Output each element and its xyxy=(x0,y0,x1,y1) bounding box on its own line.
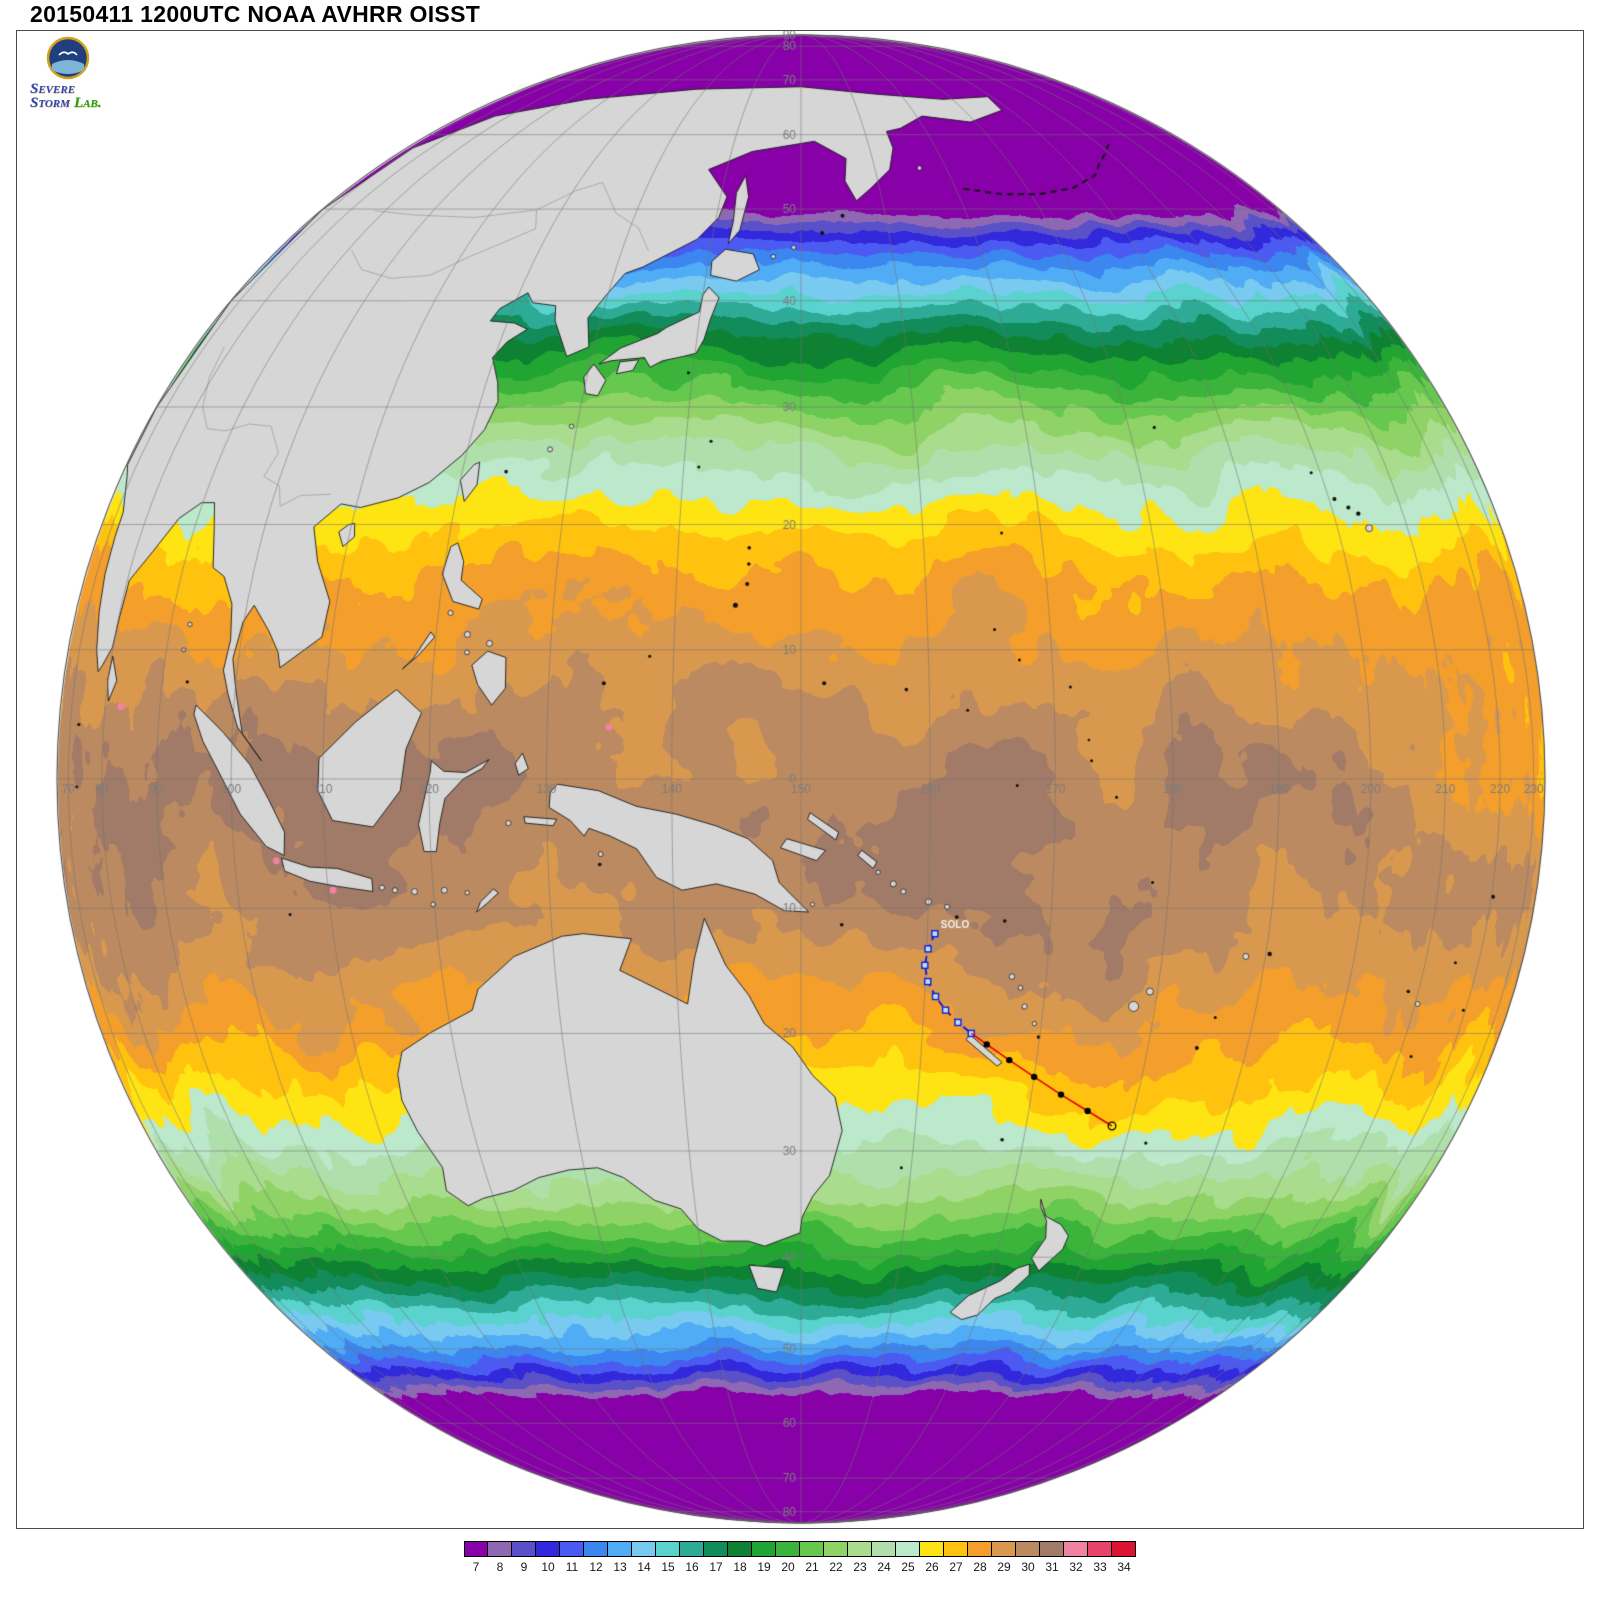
colorbar-cell-33 xyxy=(1088,1541,1112,1557)
storm-lab-logo: Severe Storm Lab. xyxy=(30,36,170,111)
colorbar-cell-7 xyxy=(464,1541,488,1557)
colorbar-label: 30 xyxy=(1021,1560,1035,1574)
colorbar-label: 22 xyxy=(829,1560,843,1574)
colorbar-cell-11 xyxy=(560,1541,584,1557)
sst-colorbar xyxy=(464,1541,1136,1557)
colorbar-cell-8 xyxy=(488,1541,512,1557)
colorbar-label: 13 xyxy=(613,1560,627,1574)
colorbar-cell-34 xyxy=(1112,1541,1136,1557)
colorbar-label: 29 xyxy=(997,1560,1011,1574)
colorbar-cell-32 xyxy=(1064,1541,1088,1557)
colorbar-cell-13 xyxy=(608,1541,632,1557)
page-title: 20150411 1200UTC NOAA AVHRR OISST xyxy=(30,1,481,27)
sst-colorbar-labels: 7 8 9 10 11 12 13 14 15 16 17 18 19 20 21 22 23 24 25 26 27 2… xyxy=(464,1560,1136,1574)
colorbar-cell-10 xyxy=(536,1541,560,1557)
colorbar-label: 23 xyxy=(853,1560,867,1574)
logo-words: Severe Storm Lab. xyxy=(30,81,170,111)
colorbar-label: 33 xyxy=(1093,1560,1107,1574)
colorbar-label: 32 xyxy=(1069,1560,1083,1574)
colorbar-cell-25 xyxy=(896,1541,920,1557)
colorbar-label: 19 xyxy=(757,1560,771,1574)
colorbar-label: 25 xyxy=(901,1560,915,1574)
colorbar-label: 14 xyxy=(637,1560,651,1574)
colorbar-cell-21 xyxy=(800,1541,824,1557)
colorbar-cell-17 xyxy=(704,1541,728,1557)
sst-globe-canvas xyxy=(17,31,1583,1528)
colorbar-cell-28 xyxy=(968,1541,992,1557)
colorbar-label: 21 xyxy=(805,1560,819,1574)
logo-word-storm: Storm xyxy=(30,95,70,111)
logo-word-severe: Severe xyxy=(30,81,76,97)
colorbar-cell-26 xyxy=(920,1541,944,1557)
logo-word-lab: Lab. xyxy=(73,95,102,111)
colorbar-label: 10 xyxy=(541,1560,555,1574)
colorbar-cell-12 xyxy=(584,1541,608,1557)
colorbar-label: 20 xyxy=(781,1560,795,1574)
colorbar-label: 28 xyxy=(973,1560,987,1574)
colorbar-label: 26 xyxy=(925,1560,939,1574)
colorbar-cell-23 xyxy=(848,1541,872,1557)
colorbar-label: 17 xyxy=(709,1560,723,1574)
noaa-seal-icon xyxy=(46,36,90,80)
colorbar-label: 16 xyxy=(685,1560,699,1574)
colorbar-label: 9 xyxy=(520,1560,528,1574)
colorbar-cell-18 xyxy=(728,1541,752,1557)
colorbar-label: 18 xyxy=(733,1560,747,1574)
colorbar-label: 7 xyxy=(472,1560,480,1574)
map-frame xyxy=(16,30,1584,1529)
colorbar-cell-29 xyxy=(992,1541,1016,1557)
colorbar-label: 11 xyxy=(565,1560,579,1574)
colorbar-cell-24 xyxy=(872,1541,896,1557)
colorbar-label: 8 xyxy=(496,1560,504,1574)
colorbar-cell-19 xyxy=(752,1541,776,1557)
colorbar-label: 24 xyxy=(877,1560,891,1574)
colorbar-label: 31 xyxy=(1045,1560,1059,1574)
colorbar-cell-15 xyxy=(656,1541,680,1557)
colorbar-cell-27 xyxy=(944,1541,968,1557)
colorbar-label: 27 xyxy=(949,1560,963,1574)
colorbar-cell-20 xyxy=(776,1541,800,1557)
colorbar-cell-30 xyxy=(1016,1541,1040,1557)
colorbar-cell-16 xyxy=(680,1541,704,1557)
colorbar-cell-22 xyxy=(824,1541,848,1557)
colorbar-cell-9 xyxy=(512,1541,536,1557)
colorbar-label: 15 xyxy=(661,1560,675,1574)
colorbar-label: 12 xyxy=(589,1560,603,1574)
colorbar-cell-31 xyxy=(1040,1541,1064,1557)
colorbar-label: 34 xyxy=(1117,1560,1131,1574)
colorbar-cell-14 xyxy=(632,1541,656,1557)
